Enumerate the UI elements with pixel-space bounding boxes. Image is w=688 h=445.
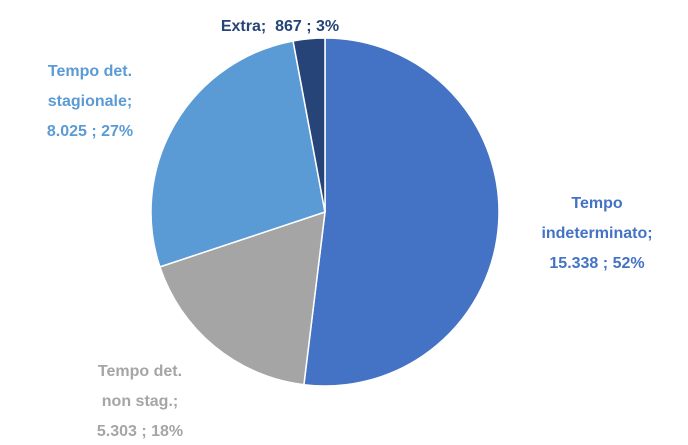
slice-label: Tempo det. stagionale; 8.025 ; 27% (25, 57, 155, 147)
value-label: 15.338 (549, 255, 599, 272)
pie-slice (292, 37, 326, 213)
pie-slice (150, 40, 326, 268)
slice-label: Tempo det. non stag.; 5.303 ; 18% (85, 357, 195, 445)
category-label: Tempo det. stagionale; (47, 63, 133, 110)
slice-label: Tempo indeterminato; 15.338 ; 52% (532, 189, 662, 279)
pie-slice (158, 210, 326, 386)
separator: ; (141, 423, 147, 440)
value-label: 5.303 (96, 423, 137, 440)
separator: ; (91, 123, 97, 140)
percent-label: 18% (151, 423, 184, 440)
pie-slice (303, 37, 500, 387)
separator: ; (306, 18, 312, 35)
separator: ; (602, 255, 609, 272)
percent-label: 3% (316, 18, 340, 35)
category-label: Extra; (220, 18, 267, 35)
category-label: Tempo det. non stag.; (97, 363, 183, 410)
slice-label: Extra; 867 ; 3% (150, 12, 410, 42)
category-label: Tempo indeterminato; (541, 195, 653, 242)
percent-label: 52% (612, 255, 645, 272)
value-label: 867 (275, 18, 302, 35)
percent-label: 27% (101, 123, 134, 140)
value-label: 8.025 (46, 123, 87, 140)
